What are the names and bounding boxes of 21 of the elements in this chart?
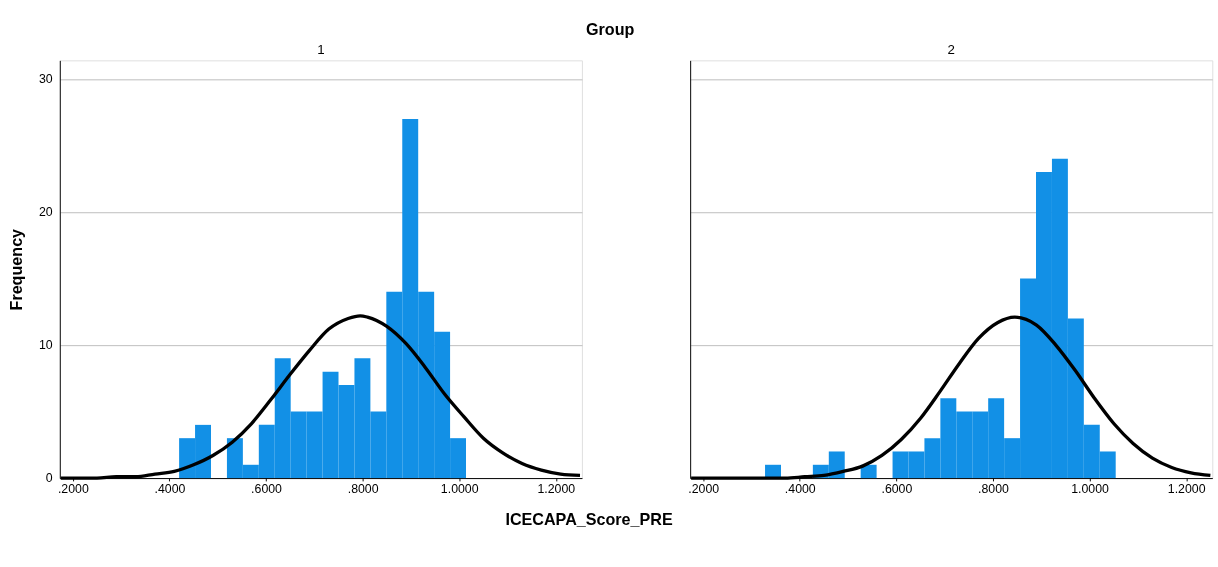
chart-title: 2: [947, 41, 955, 57]
x-axis-title: ICECAPA_Score_PRE: [505, 510, 673, 529]
x-tick-label: .2000: [688, 481, 720, 496]
x-tick-label: .6000: [251, 481, 283, 496]
y-tick-label: 20: [38, 205, 53, 220]
y-tick-label: 10: [38, 338, 53, 353]
x-tick-label: 1.0000: [440, 481, 479, 496]
x-tick-label: .8000: [978, 481, 1010, 496]
x-tick-label: 1.2000: [1167, 481, 1206, 496]
x-tick-label: .4000: [154, 481, 186, 496]
x-tick-label: .2000: [57, 481, 89, 496]
x-tick-label: 1.2000: [537, 481, 576, 496]
y-axis-title: Frequency: [6, 228, 25, 311]
chart-title: 1: [317, 41, 325, 57]
x-tick-label: .6000: [881, 481, 913, 496]
y-tick-label: 30: [38, 72, 53, 87]
x-tick-label: 1.0000: [1071, 481, 1110, 496]
x-tick-label: .4000: [784, 481, 816, 496]
text: Group: [586, 20, 635, 39]
y-tick-label: 0: [45, 471, 53, 486]
x-tick-label: .8000: [347, 481, 379, 496]
